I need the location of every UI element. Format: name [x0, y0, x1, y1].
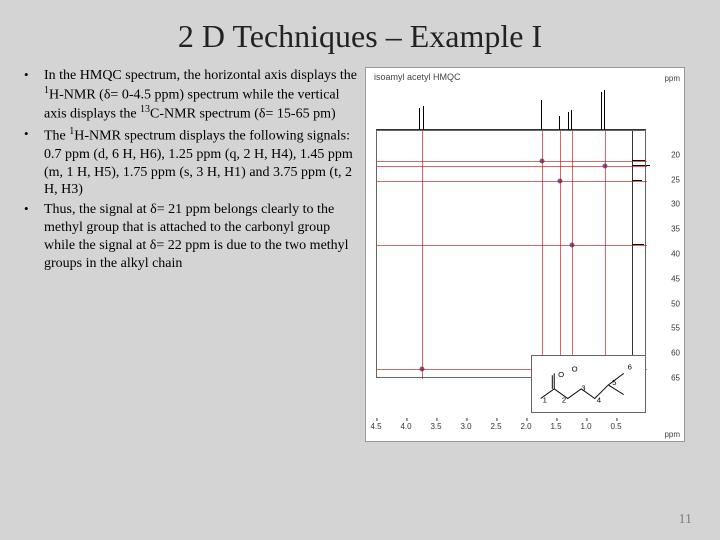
- bullet-text: In the HMQC spectrum, the horizontal axi…: [44, 67, 357, 124]
- spectrum-label: isoamyl acetyl HMQC: [374, 72, 461, 82]
- svg-text:O: O: [572, 364, 578, 373]
- list-item: • In the HMQC spectrum, the horizontal a…: [20, 67, 357, 124]
- page-number: 11: [679, 512, 692, 528]
- bullet-text: Thus, the signal at δ= 21 ppm belongs cl…: [44, 201, 357, 273]
- svg-text:3: 3: [581, 384, 585, 393]
- list-item: • The 1H-NMR spectrum displays the follo…: [20, 126, 357, 199]
- x-axis: 4.54.03.53.02.52.01.51.00.5: [376, 417, 646, 431]
- h-nmr-trace: [376, 84, 646, 130]
- bullet-icon: •: [20, 126, 44, 199]
- bullet-text: The 1H-NMR spectrum displays the followi…: [44, 126, 357, 199]
- y-axis: 20253035404550556065: [656, 130, 680, 378]
- svg-text:5: 5: [612, 378, 616, 387]
- ppm-label: ppm: [664, 74, 680, 83]
- contour-plot: [376, 130, 646, 378]
- bullet-list: • In the HMQC spectrum, the horizontal a…: [20, 67, 365, 442]
- ppm-label-bottom: ppm: [664, 430, 680, 439]
- page-title: 2 D Techniques – Example I: [0, 0, 720, 67]
- svg-text:6: 6: [628, 363, 632, 372]
- svg-text:1: 1: [543, 395, 547, 404]
- bullet-icon: •: [20, 67, 44, 124]
- svg-text:4: 4: [597, 395, 602, 404]
- svg-text:2: 2: [562, 395, 566, 404]
- figure-column: isoamyl acetyl HMQC ppm 4.54.03.53.02.52…: [365, 67, 685, 442]
- bullet-icon: •: [20, 201, 44, 273]
- list-item: • Thus, the signal at δ= 21 ppm belongs …: [20, 201, 357, 273]
- svg-text:O: O: [558, 370, 564, 379]
- content-area: • In the HMQC spectrum, the horizontal a…: [0, 67, 720, 442]
- molecule-inset: 1 2 3 4 5 6 OO: [531, 355, 646, 413]
- molecule-structure: 1 2 3 4 5 6 OO: [532, 356, 645, 412]
- hmqc-spectrum: isoamyl acetyl HMQC ppm 4.54.03.53.02.52…: [365, 67, 685, 442]
